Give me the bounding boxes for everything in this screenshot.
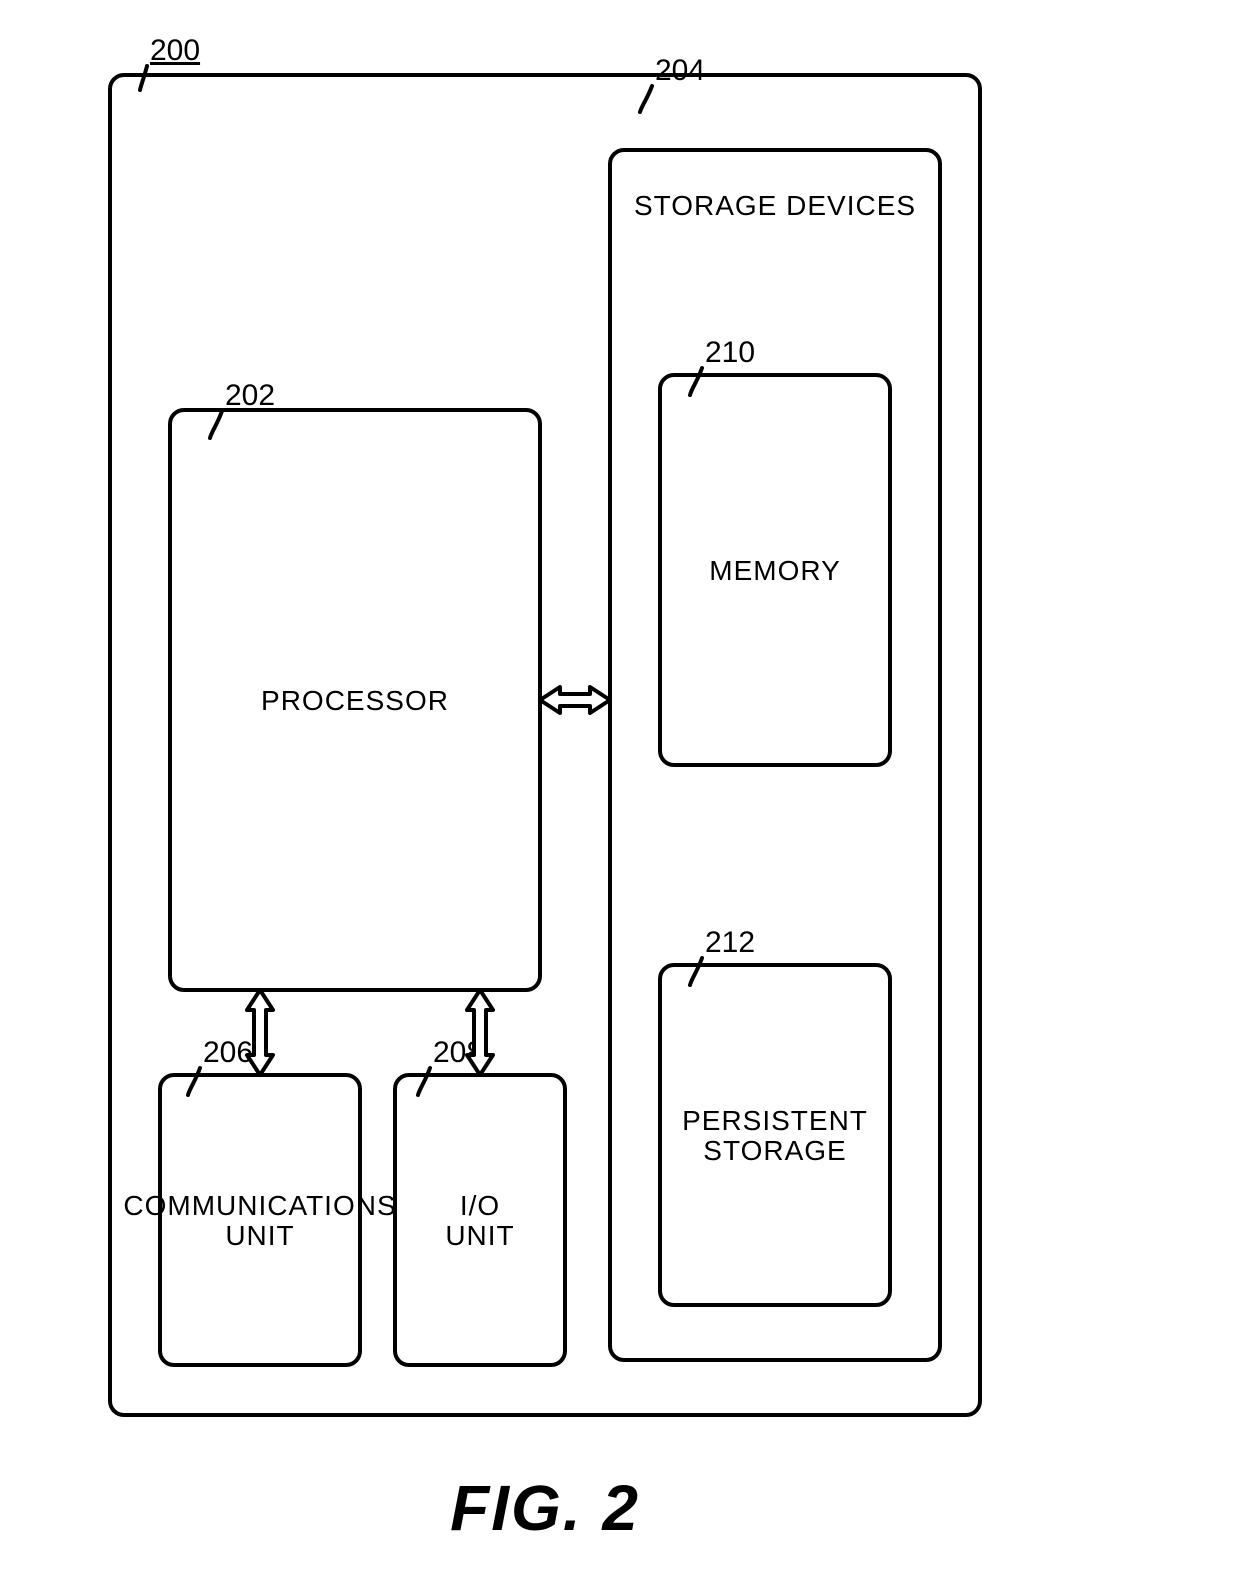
memory-ref-label: 210 (705, 336, 755, 369)
communications-unit-label: COMMUNICATIONSUNIT (123, 1190, 396, 1251)
diagram-svg: 200 PROCESSOR 202 STORAGE DEVICES 204 MEMORY 2… (0, 0, 1240, 1595)
processor-ref-label: 202 (225, 379, 275, 412)
memory-ref-lead (690, 368, 702, 395)
processor-label: PROCESSOR (261, 685, 449, 716)
memory-label: MEMORY (709, 555, 841, 586)
diagram-page: 200 PROCESSOR 202 STORAGE DEVICES 204 MEMORY 2… (0, 0, 1240, 1595)
arrow-processor-comms (247, 990, 273, 1075)
persistent-storage-ref-label: 212 (705, 926, 755, 959)
system-ref-lead (140, 66, 147, 90)
communications-unit-ref-label: 206 (203, 1036, 253, 1069)
storage-devices-ref-lead (640, 86, 652, 112)
storage-devices-label: STORAGE DEVICES (634, 190, 916, 221)
io-unit-ref-lead (418, 1068, 430, 1095)
figure-caption: FIG. 2 (450, 1472, 640, 1544)
arrow-processor-storage (540, 687, 610, 713)
persistent-storage-label: PERSISTENTSTORAGE (682, 1105, 868, 1166)
persistent-storage-ref-lead (690, 958, 702, 985)
io-unit-label: I/OUNIT (445, 1190, 514, 1251)
communications-unit-ref-lead (188, 1068, 200, 1095)
arrow-processor-io (467, 990, 493, 1075)
storage-devices-ref-label: 204 (655, 54, 705, 87)
system-ref-label: 200 (150, 34, 200, 67)
processor-ref-lead (210, 411, 222, 438)
